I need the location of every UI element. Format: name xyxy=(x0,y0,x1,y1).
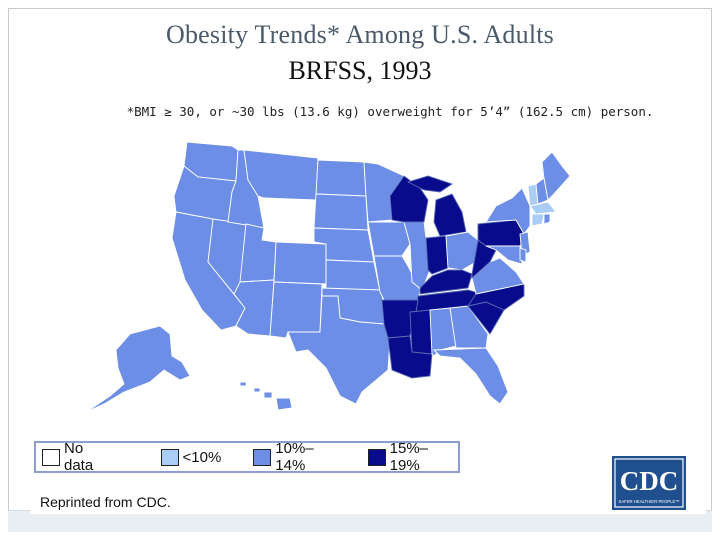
state-delaware xyxy=(519,247,527,263)
state-louisiana xyxy=(387,335,433,379)
legend-swatch-no-data xyxy=(42,448,60,466)
state-connecticut xyxy=(531,213,545,227)
cdc-logo-tagline: SAFER·HEALTHIER·PEOPLE™ xyxy=(619,499,680,504)
legend-swatch-10-14 xyxy=(253,448,272,466)
legend-item-10-14: 10%–14% xyxy=(247,440,343,474)
state-iowa xyxy=(367,221,411,257)
state-michigan xyxy=(433,193,467,237)
state-hawaii xyxy=(263,391,273,399)
state-texas xyxy=(287,295,391,405)
state-maine xyxy=(541,151,571,201)
state-massachusetts xyxy=(529,201,557,215)
legend-item-15-19: 15%–19% xyxy=(362,440,458,474)
state-mississippi xyxy=(409,309,433,355)
state-kentucky xyxy=(419,269,473,295)
state-montana xyxy=(243,149,319,201)
state-indiana xyxy=(425,235,449,275)
map-legend: No data <10% 10%–14% 15%–19% xyxy=(34,440,460,474)
state-maryland xyxy=(485,245,523,265)
state-florida xyxy=(432,347,509,405)
state-new-mexico xyxy=(269,281,323,339)
legend-swatch-15-19 xyxy=(367,448,386,466)
state-colorado xyxy=(273,241,327,285)
page-subtitle: BRFSS, 1993 xyxy=(288,56,432,85)
state-kansas xyxy=(325,259,381,293)
state-hawaii xyxy=(239,381,247,387)
legend-label-no-data: No data xyxy=(64,440,94,474)
legend-label-10-14: 10%–14% xyxy=(275,440,314,474)
state-alaska xyxy=(85,325,191,413)
legend-label-15-19: 15%–19% xyxy=(389,440,429,474)
state-hawaii xyxy=(253,387,261,393)
state-pennsylvania xyxy=(477,219,525,247)
state-south-dakota xyxy=(313,193,369,231)
legend-label-lt10: <10% xyxy=(182,448,222,466)
state-wyoming xyxy=(261,198,317,243)
state-georgia xyxy=(449,305,489,349)
cdc-logo-text: CDC xyxy=(620,466,679,496)
state-north-dakota xyxy=(315,159,367,197)
cdc-logo: CDC SAFER·HEALTHIER·PEOPLE™ xyxy=(612,456,686,510)
state-ohio xyxy=(445,231,479,271)
state-hawaii xyxy=(275,397,293,411)
state-michigan xyxy=(406,175,454,193)
source-credit: Reprinted from CDC. xyxy=(40,494,171,510)
bmi-footnote: *BMI ≥ 30, or ~30 lbs (13.6 kg) overweig… xyxy=(126,104,654,119)
legend-item-lt10: <10% xyxy=(155,443,222,471)
page-title: Obesity Trends* Among U.S. Adults xyxy=(165,20,554,49)
legend-item-no-data: No data xyxy=(36,440,117,474)
state-rhode-island xyxy=(543,213,551,225)
legend-swatch-lt10 xyxy=(160,448,179,466)
state-missouri xyxy=(373,255,421,301)
